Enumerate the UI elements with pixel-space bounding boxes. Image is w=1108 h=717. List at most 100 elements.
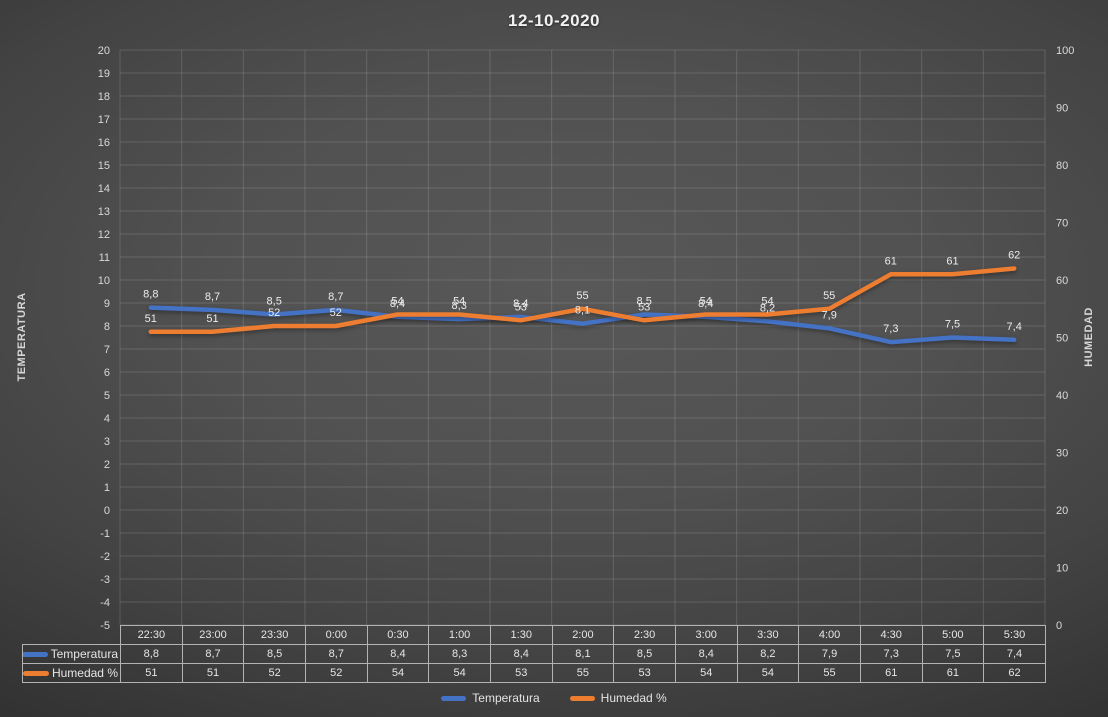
humedad-value-cell: 51: [181, 663, 245, 683]
left-axis-tick-label: -1: [100, 528, 110, 540]
humedad-value-cell: 61: [921, 663, 985, 683]
time-header-cell: 23:30: [243, 625, 306, 645]
series-name-cell: Temperatura: [22, 644, 121, 664]
left-axis-tick-label: 16: [98, 137, 110, 149]
temperatura-value-cell: 7,3: [859, 644, 923, 664]
time-header-cell: 22:30: [120, 625, 183, 645]
left-axis-tick-label: 2: [104, 459, 110, 471]
left-axis-tick-label: 14: [98, 183, 110, 195]
humedad-value-cell: 61: [859, 663, 923, 683]
right-axis-tick-label: 90: [1056, 103, 1068, 115]
humedad-value-cell: 51: [120, 663, 183, 683]
legend-label-humedad: Humedad %: [600, 691, 667, 705]
humedad-value-cell: 54: [674, 663, 738, 683]
time-header-cell: 2:00: [551, 625, 615, 645]
humedad-value-cell: 52: [304, 663, 368, 683]
left-axis-tick-label: 0: [104, 505, 110, 517]
time-header-cell: 4:30: [859, 625, 923, 645]
data-label: 8,2: [760, 302, 775, 314]
humedad-value-cell: 55: [798, 663, 861, 683]
data-label: 54: [453, 296, 465, 308]
left-axis-tick-label: 4: [104, 413, 110, 425]
data-label: 7,9: [822, 309, 837, 321]
left-axis-tick-label: 11: [99, 252, 110, 264]
left-axis-tick-label: 5: [104, 390, 110, 402]
left-axis-tick-label: 8: [104, 321, 110, 333]
humedad-value-cell: 55: [551, 663, 615, 683]
series-name-label: Humedad %: [51, 666, 118, 680]
temperatura-value-cell: 8,7: [304, 644, 368, 664]
temperatura-value-cell: 8,5: [243, 644, 306, 664]
data-label: 8,4: [513, 298, 528, 310]
series-name-cell: Humedad %: [22, 663, 121, 683]
data-label: 52: [330, 307, 342, 319]
series-name-label: Temperatura: [50, 647, 118, 661]
right-axis-tick-label: 80: [1056, 160, 1068, 172]
humedad-data-labels: 51 51 52 52 54 54 53 55 53 54 54 55 61 61 62: [145, 250, 1021, 325]
left-axis-tick-label: 13: [98, 206, 110, 218]
left-axis-tick-label: 1: [104, 482, 110, 494]
temperatura-value-cell: 8,7: [181, 644, 245, 664]
data-label: 8,5: [267, 296, 282, 308]
time-header-cell: 3:30: [736, 625, 800, 645]
left-axis-tick-label: 6: [104, 367, 110, 379]
time-header-cell: 2:30: [613, 625, 676, 645]
right-axis-tick-label: 30: [1056, 448, 1068, 460]
temperatura-value-cell: 8,4: [489, 644, 553, 664]
left-axis-tick-label: 20: [98, 45, 110, 57]
temperatura-value-cell: 7,5: [921, 644, 985, 664]
right-axis-tick-label: 70: [1056, 218, 1068, 230]
left-axis-tick-label: 7: [104, 344, 110, 356]
data-label: 52: [268, 307, 280, 319]
data-label: 55: [823, 290, 835, 302]
time-header-cell: 0:30: [366, 625, 430, 645]
humedad-value-cell: 54: [428, 663, 491, 683]
left-axis-tick-label: 12: [98, 229, 110, 241]
data-label: 54: [761, 296, 773, 308]
gridlines: [119, 49, 1046, 626]
left-axis-tick-label: 3: [104, 436, 110, 448]
data-label: 8,7: [328, 291, 343, 303]
left-axis-tick-label: 15: [98, 160, 110, 172]
time-header-cell: 5:00: [921, 625, 985, 645]
data-label: 8,1: [575, 305, 590, 317]
humedad-value-cell: 62: [983, 663, 1046, 683]
temperatura-data-labels: 8,8 8,7 8,5 8,7 8,4 8,3 8,4 8,1 8,5 8,4 8,2 7,9 7,3 7…: [143, 289, 1022, 336]
data-label: 8,3: [452, 300, 467, 312]
data-label: 61: [946, 255, 958, 267]
data-label: 51: [206, 313, 218, 325]
right-axis-tick-label: 10: [1056, 563, 1068, 575]
data-table: 22:30 23:00 23:30 0:00 0:30 1:00 1:30 2:00 2:30 3…: [22, 625, 1046, 683]
temperatura-line-swatch: [23, 651, 48, 657]
humedad-value-cell: 53: [489, 663, 553, 683]
chart-legend: Temperatura Humedad %: [0, 691, 1108, 705]
temperatura-value-cell: 8,1: [551, 644, 615, 664]
left-axis-tick-label: -4: [100, 597, 110, 609]
table-header-row: 22:30 23:00 23:30 0:00 0:30 1:00 1:30 2:00 2:30 3…: [23, 625, 1046, 645]
left-axis-tick-label: 18: [98, 91, 110, 103]
data-label: 7,5: [945, 319, 960, 331]
legend-item-humedad: Humedad %: [569, 691, 667, 705]
left-axis-tick-label: 19: [98, 68, 110, 80]
right-axis-tick-label: 20: [1056, 505, 1068, 517]
time-header-cell: 0:00: [304, 625, 368, 645]
temperatura-value-cell: 8,8: [120, 644, 183, 664]
data-label: 8,4: [698, 298, 713, 310]
right-axis-tick-label: 40: [1056, 390, 1068, 402]
chart-title: 12-10-2020: [508, 11, 600, 30]
humedad-value-cell: 54: [736, 663, 800, 683]
temperatura-line: [148, 305, 1017, 345]
data-label: 8,4: [390, 298, 405, 310]
humedad-value-cell: 52: [243, 663, 306, 683]
axis-tick-labels: 20191817161514131211109876543210-1-2-3-4…: [98, 45, 1075, 632]
left-axis-tick-label: 9: [104, 298, 110, 310]
right-axis-tick-label: 0: [1056, 620, 1062, 632]
left-axis-tick-label: -5: [100, 620, 110, 632]
temperatura-value-cell: 8,5: [613, 644, 676, 664]
left-axis-tick-label: -3: [100, 574, 110, 586]
table-corner-cell: [23, 626, 121, 645]
temperatura-value-cell: 8,4: [674, 644, 738, 664]
table-row: Humedad % 51 51 52 52 54 54 53 55 53 54 54 55 61 61 62: [22, 663, 1046, 683]
